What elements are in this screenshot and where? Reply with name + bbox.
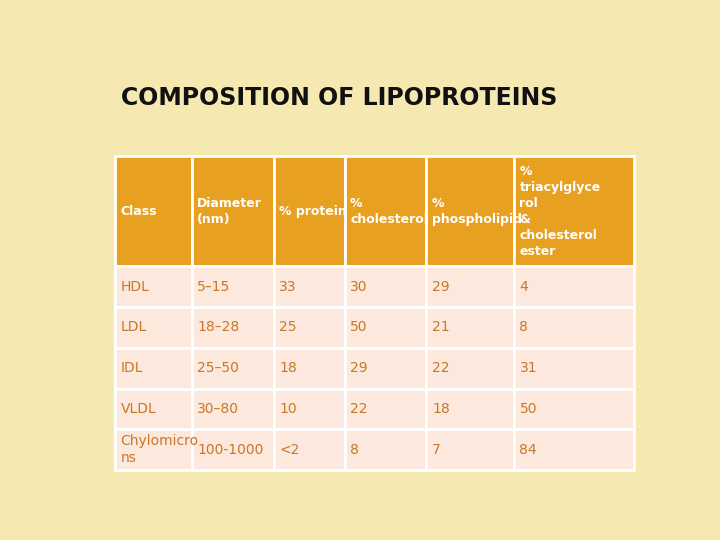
Text: VLDL: VLDL [121,402,156,416]
Text: 30: 30 [350,280,368,294]
FancyBboxPatch shape [426,307,514,348]
Text: 29: 29 [432,280,450,294]
FancyBboxPatch shape [345,389,426,429]
FancyBboxPatch shape [345,429,426,470]
Text: 22: 22 [432,361,449,375]
FancyBboxPatch shape [115,429,192,470]
FancyBboxPatch shape [115,156,192,266]
Text: 100-1000: 100-1000 [197,443,264,457]
Text: 50: 50 [350,320,368,334]
FancyBboxPatch shape [274,429,345,470]
FancyBboxPatch shape [192,307,274,348]
Text: 7: 7 [432,443,441,457]
FancyBboxPatch shape [274,307,345,348]
Text: 33: 33 [279,280,297,294]
Text: % protein: % protein [279,205,347,218]
FancyBboxPatch shape [274,156,345,266]
FancyBboxPatch shape [192,348,274,389]
Text: %
cholesterol: % cholesterol [350,197,428,226]
FancyBboxPatch shape [514,429,634,470]
Text: COMPOSITION OF LIPOPROTEINS: COMPOSITION OF LIPOPROTEINS [121,85,557,110]
FancyBboxPatch shape [345,266,426,307]
FancyBboxPatch shape [514,389,634,429]
FancyBboxPatch shape [192,266,274,307]
FancyBboxPatch shape [274,266,345,307]
Text: 25–50: 25–50 [197,361,239,375]
FancyBboxPatch shape [426,156,514,266]
Text: 10: 10 [279,402,297,416]
FancyBboxPatch shape [274,389,345,429]
Text: 22: 22 [350,402,368,416]
FancyBboxPatch shape [514,307,634,348]
FancyBboxPatch shape [115,348,192,389]
FancyBboxPatch shape [426,429,514,470]
Text: 21: 21 [432,320,450,334]
FancyBboxPatch shape [426,389,514,429]
FancyBboxPatch shape [426,348,514,389]
FancyBboxPatch shape [192,389,274,429]
Text: 30–80: 30–80 [197,402,239,416]
FancyBboxPatch shape [274,348,345,389]
Text: 31: 31 [519,361,537,375]
Text: 8: 8 [519,320,528,334]
FancyBboxPatch shape [514,266,634,307]
Text: 18: 18 [432,402,450,416]
FancyBboxPatch shape [115,389,192,429]
Text: 18–28: 18–28 [197,320,240,334]
Text: 84: 84 [519,443,537,457]
Text: %
phospholipid: % phospholipid [432,197,522,226]
Text: 18: 18 [279,361,297,375]
FancyBboxPatch shape [345,348,426,389]
Text: IDL: IDL [121,361,143,375]
Text: Class: Class [121,205,157,218]
FancyBboxPatch shape [115,266,192,307]
Text: 8: 8 [350,443,359,457]
Text: 25: 25 [279,320,297,334]
Text: %
triacylglyce
rol
&
cholesterol
ester: % triacylglyce rol & cholesterol ester [519,165,600,258]
FancyBboxPatch shape [345,307,426,348]
FancyBboxPatch shape [514,348,634,389]
Text: 4: 4 [519,280,528,294]
FancyBboxPatch shape [192,429,274,470]
FancyBboxPatch shape [345,156,426,266]
Text: <2: <2 [279,443,300,457]
FancyBboxPatch shape [426,266,514,307]
Text: HDL: HDL [121,280,150,294]
FancyBboxPatch shape [192,156,274,266]
Text: 29: 29 [350,361,368,375]
Text: 50: 50 [519,402,537,416]
Text: LDL: LDL [121,320,147,334]
FancyBboxPatch shape [115,307,192,348]
FancyBboxPatch shape [514,156,634,266]
Text: Diameter
(nm): Diameter (nm) [197,197,262,226]
Text: Chylomicro
ns: Chylomicro ns [121,434,199,465]
Text: 5–15: 5–15 [197,280,230,294]
